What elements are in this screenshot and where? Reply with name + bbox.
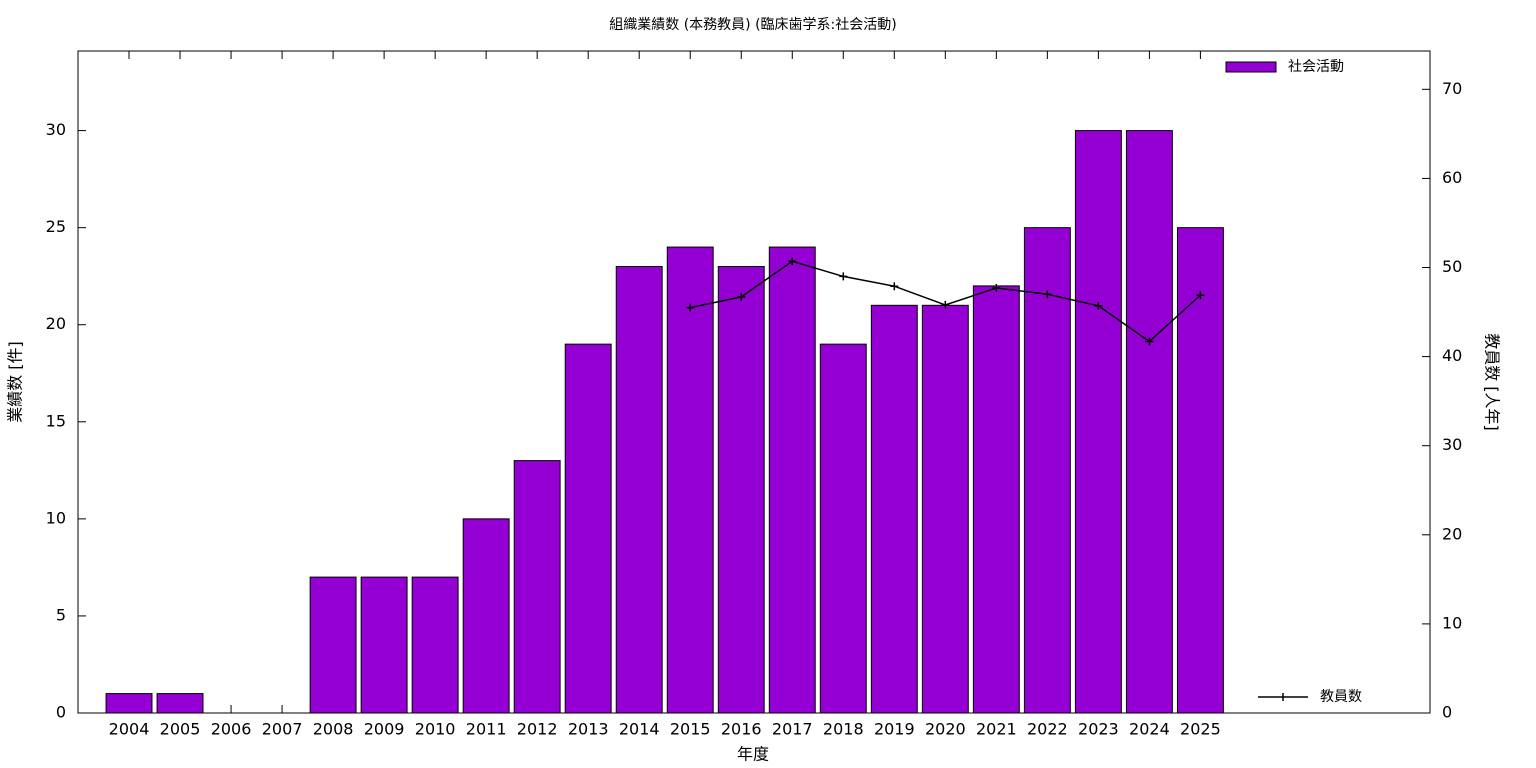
legend-swatch [1258,693,1308,701]
bar [819,343,867,714]
point [1043,290,1052,299]
x-tick-label: 2005 [160,720,201,739]
y-tick-label: 15 [46,411,66,430]
y2-tick-label: 60 [1442,168,1462,187]
y2-tick-label: 30 [1442,435,1462,454]
bar [615,265,663,714]
point [1145,337,1154,346]
x-tick-label: 2006 [211,720,252,739]
x-tick-label: 2008 [313,720,354,739]
bar [972,285,1020,714]
x-tick-label: 2025 [1180,720,1221,739]
bar [666,246,714,714]
y-tick-label: 30 [46,120,66,139]
x-tick-label: 2004 [109,720,150,739]
y2-tick-label: 70 [1442,79,1462,98]
x-tick-label: 2021 [976,720,1017,739]
x-tick-label: 2022 [1027,720,1068,739]
x-tick-label: 2014 [619,720,660,739]
x-tick-label: 2020 [925,720,966,739]
y-tick-label: 20 [46,314,66,333]
legend-label: 社会活動 [1288,59,1344,75]
x-tick-label: 2007 [262,720,303,739]
x-tick-label: 2010 [415,720,456,739]
bar [870,304,918,714]
point [686,303,695,312]
bar [1023,227,1071,714]
x-tick-label: 2009 [364,720,405,739]
y2-axis-label: 教員数 [人年] [1483,333,1502,431]
y2-tick-label: 40 [1442,346,1462,365]
bar [921,304,969,714]
x-tick-label: 2017 [772,720,813,739]
bar [768,246,816,714]
y2-tick-label: 20 [1442,524,1462,543]
y2-tick-label: 50 [1442,257,1462,276]
y2-tick-label: 10 [1442,613,1462,632]
legend-label: 教員数 [1320,689,1362,705]
y2-tick-label: 0 [1442,703,1452,722]
x-tick-label: 2016 [721,720,762,739]
x-tick-label: 2011 [466,720,507,739]
point [1196,291,1205,300]
x-axis-label: 年度 [737,745,769,764]
point [1094,301,1103,310]
x-tick-label: 2024 [1129,720,1170,739]
point [788,257,797,266]
bar [309,576,357,714]
bar [513,460,561,714]
x-tick-label: 2023 [1078,720,1119,739]
x-tick-label: 2013 [568,720,609,739]
y-tick-label: 25 [46,217,66,236]
bar [1125,130,1173,714]
y-tick-label: 0 [56,703,66,722]
bar [1176,227,1224,714]
point [839,272,848,281]
bar [462,518,510,714]
y-axis-label: 業績数 [件] [6,341,25,423]
y-tick-label: 10 [46,508,66,527]
bar [1074,130,1122,714]
point [941,300,950,309]
bar [411,576,459,714]
x-tick-label: 2012 [517,720,558,739]
bar [717,265,765,714]
y-tick-label: 5 [56,605,66,624]
bar [360,576,408,714]
point [890,282,899,291]
bar [564,343,612,714]
x-tick-label: 2019 [874,720,915,739]
x-tick-label: 2018 [823,720,864,739]
point [737,292,746,301]
x-tick-label: 2015 [670,720,711,739]
bar [105,693,153,714]
legend-swatch [1225,61,1277,73]
point [992,284,1001,293]
bar [156,693,204,714]
chart-title: 組織業績数 (本務教員) (臨床歯学系:社会活動) [609,17,896,33]
